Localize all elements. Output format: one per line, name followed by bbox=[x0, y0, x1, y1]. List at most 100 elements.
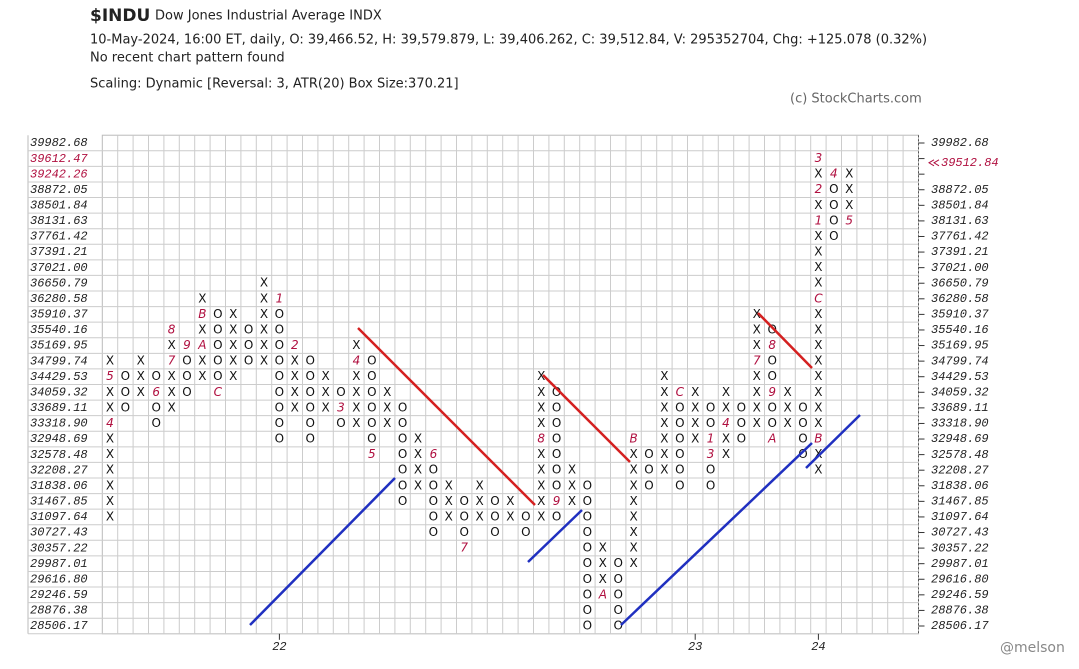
o-box: O bbox=[552, 478, 561, 492]
month-marker: A bbox=[197, 338, 206, 352]
y-tick-label: 32948.69 bbox=[931, 432, 989, 446]
x-box: X bbox=[537, 494, 545, 508]
x-box: X bbox=[352, 416, 360, 430]
month-marker: 3 bbox=[707, 447, 715, 461]
x-box: X bbox=[629, 556, 637, 570]
x-box: X bbox=[414, 432, 422, 446]
x-box: X bbox=[106, 447, 114, 461]
o-box: O bbox=[583, 556, 592, 570]
o-box: O bbox=[552, 385, 561, 399]
o-box: O bbox=[829, 213, 838, 227]
x-box: X bbox=[106, 494, 114, 508]
x-box: X bbox=[167, 385, 175, 399]
x-box: X bbox=[445, 509, 453, 523]
o-box: O bbox=[121, 400, 130, 414]
x-box: X bbox=[660, 400, 668, 414]
y-tick-label: 34799.74 bbox=[931, 354, 989, 368]
pnf-column: XXX bbox=[137, 354, 145, 399]
o-box: O bbox=[521, 525, 530, 539]
o-box: O bbox=[613, 603, 622, 617]
y-tick-label: 34059.32 bbox=[30, 385, 88, 399]
o-box: O bbox=[151, 400, 160, 414]
month-marker: 1 bbox=[707, 432, 715, 446]
x-box: X bbox=[660, 447, 668, 461]
x-box: X bbox=[383, 385, 391, 399]
y-tick-label: 32578.48 bbox=[30, 448, 88, 462]
pnf-column: OOO bbox=[490, 494, 499, 539]
o-box: O bbox=[706, 463, 715, 477]
o-box: O bbox=[429, 478, 438, 492]
o-box: O bbox=[552, 463, 561, 477]
x-box: X bbox=[106, 509, 114, 523]
o-box: O bbox=[521, 509, 530, 523]
support-line bbox=[620, 442, 813, 626]
y-tick-label: 32578.48 bbox=[931, 448, 989, 462]
o-box: O bbox=[275, 432, 284, 446]
x-box: X bbox=[260, 307, 268, 321]
o-box: O bbox=[121, 369, 130, 383]
o-box: O bbox=[367, 369, 376, 383]
x-box: X bbox=[629, 447, 637, 461]
o-box: O bbox=[305, 369, 314, 383]
o-box: O bbox=[490, 509, 499, 523]
x-box: X bbox=[352, 385, 360, 399]
o-box: O bbox=[644, 463, 653, 477]
pnf-column: OOO bbox=[244, 322, 253, 367]
x-box: X bbox=[660, 416, 668, 430]
month-marker: 1 bbox=[276, 291, 284, 305]
month-marker: 2 bbox=[291, 338, 299, 352]
o-box: O bbox=[398, 478, 407, 492]
o-box: O bbox=[213, 354, 222, 368]
o-box: O bbox=[275, 385, 284, 399]
o-box: O bbox=[613, 619, 622, 633]
x-box: X bbox=[722, 447, 730, 461]
x-box: X bbox=[753, 322, 761, 336]
month-marker: 2 bbox=[815, 182, 823, 196]
o-box: O bbox=[675, 432, 684, 446]
x-box: X bbox=[722, 432, 730, 446]
o-box: O bbox=[398, 400, 407, 414]
x-box: X bbox=[629, 478, 637, 492]
x-box: X bbox=[321, 369, 329, 383]
o-box: O bbox=[490, 494, 499, 508]
o-box: O bbox=[275, 369, 284, 383]
o-box: O bbox=[675, 463, 684, 477]
x-box: X bbox=[568, 478, 576, 492]
y-tick-label: 32948.69 bbox=[30, 432, 88, 446]
o-box: O bbox=[275, 354, 284, 368]
x-box: X bbox=[291, 400, 299, 414]
o-box: O bbox=[706, 478, 715, 492]
x-box: X bbox=[537, 416, 545, 430]
x-box: X bbox=[260, 291, 268, 305]
y-tick-label: 36280.58 bbox=[931, 292, 989, 306]
y-tick-label: 36650.79 bbox=[30, 276, 88, 290]
y-tick-label: 32208.27 bbox=[931, 463, 989, 477]
source: (c) StockCharts.com bbox=[790, 92, 922, 107]
x-box: X bbox=[475, 494, 483, 508]
y-tick-label: 38501.84 bbox=[30, 198, 88, 212]
x-box: X bbox=[629, 525, 637, 539]
month-marker: 7 bbox=[168, 354, 176, 368]
x-box: X bbox=[814, 385, 822, 399]
x-box: X bbox=[753, 369, 761, 383]
pnf-column: XXX bbox=[445, 478, 453, 523]
y-tick-label: 33318.90 bbox=[30, 417, 88, 431]
x-box: X bbox=[814, 463, 822, 477]
month-marker: 1 bbox=[815, 213, 823, 227]
o-box: O bbox=[552, 416, 561, 430]
x-box: X bbox=[537, 385, 545, 399]
x-box: X bbox=[568, 494, 576, 508]
pnf-column: XXX bbox=[568, 463, 576, 508]
